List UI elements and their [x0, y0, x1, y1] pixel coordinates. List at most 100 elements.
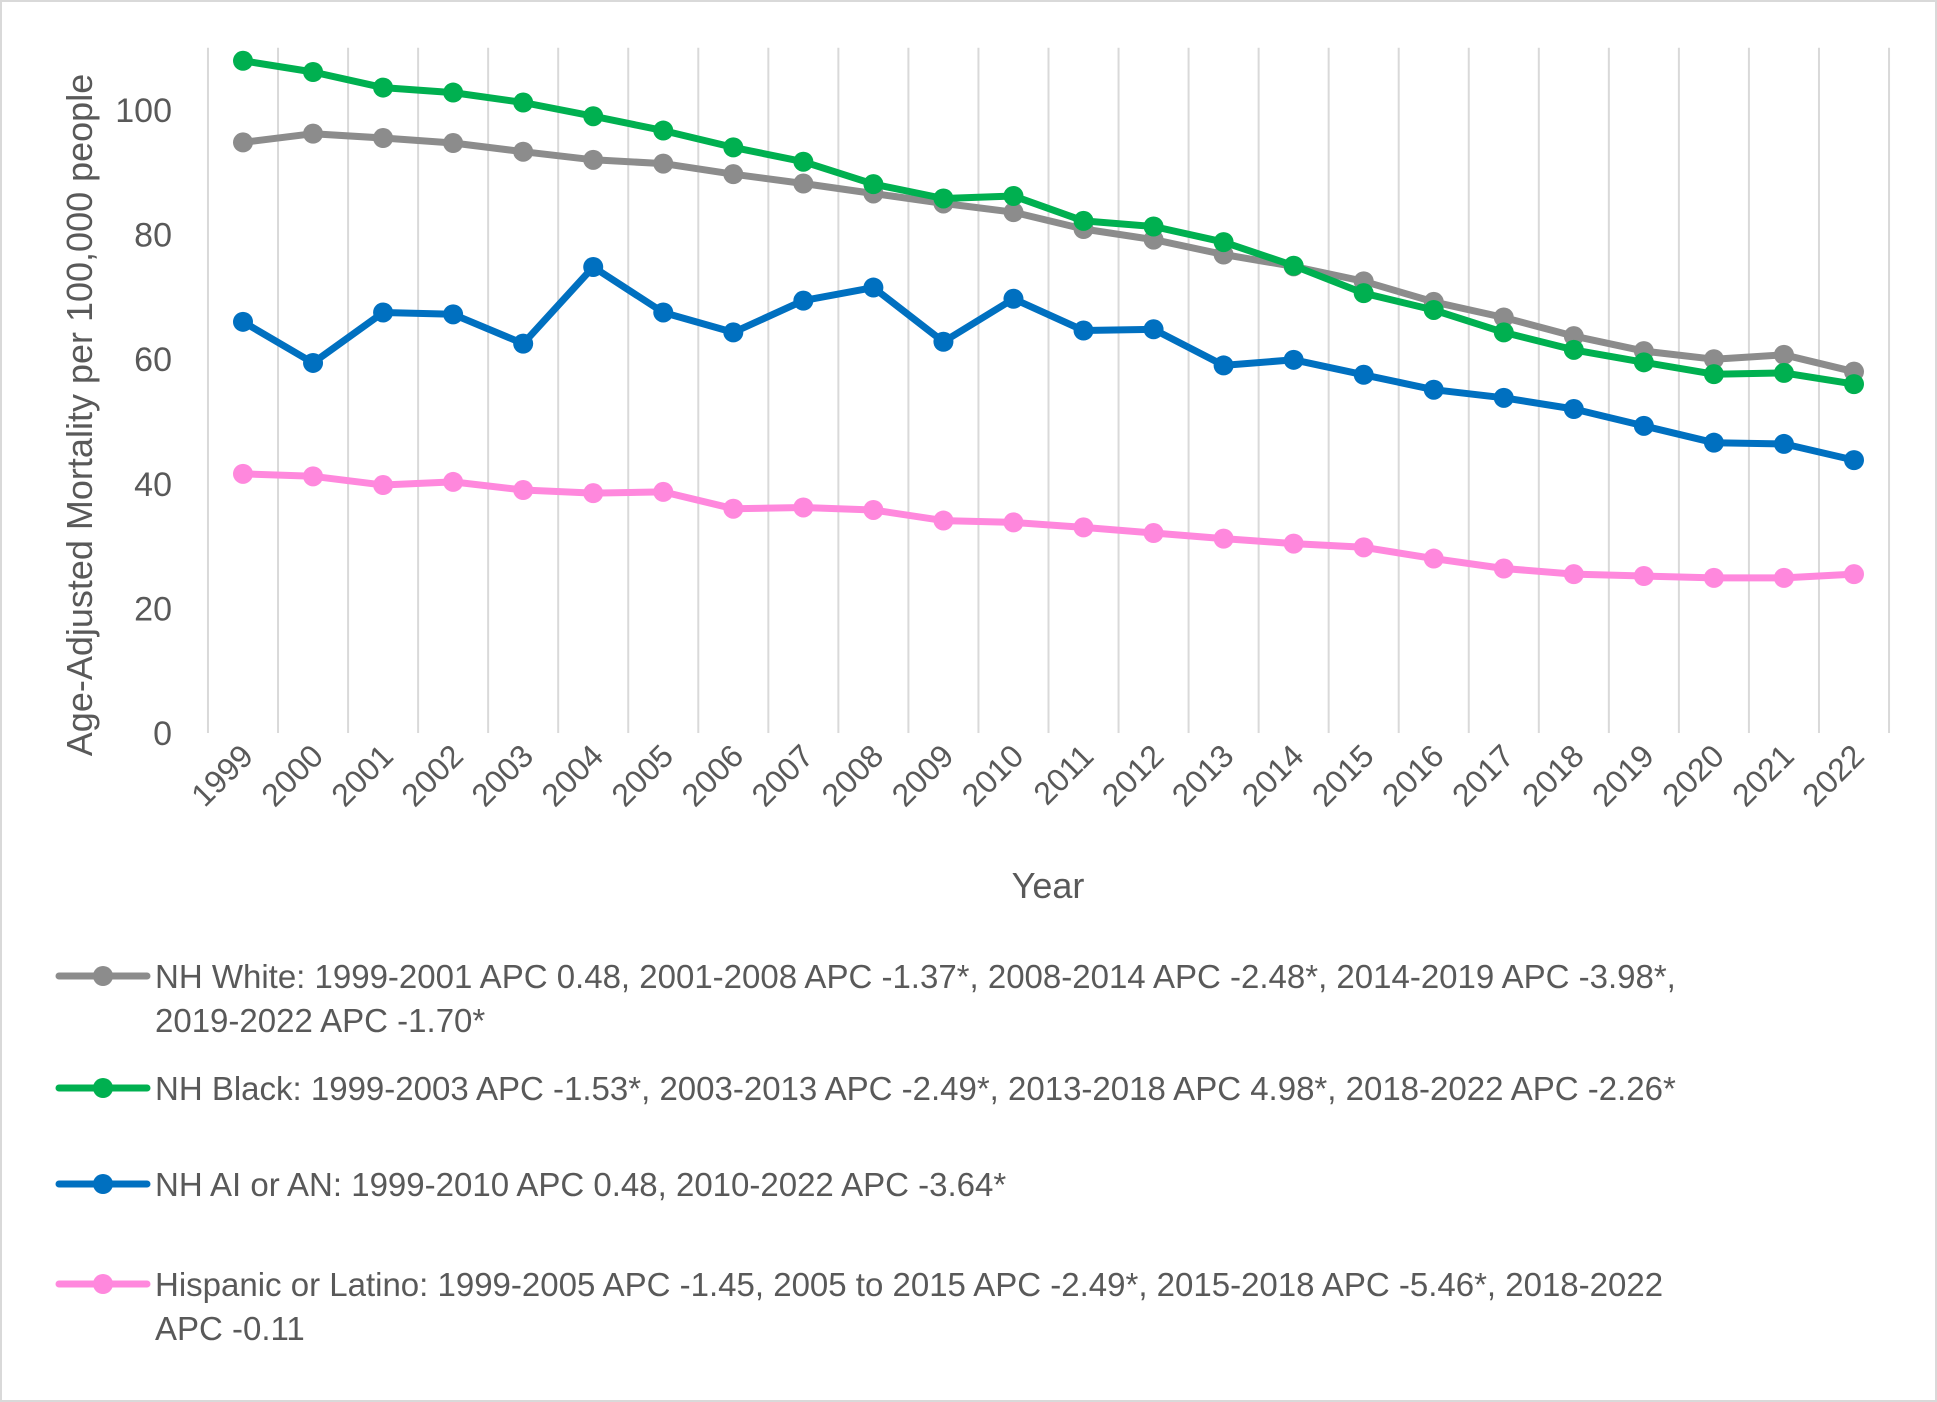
data-point — [513, 92, 534, 113]
x-tick-label: 2016 — [1375, 737, 1451, 813]
x-tick-label: 2020 — [1655, 737, 1731, 813]
data-point — [1073, 320, 1094, 341]
data-point — [513, 141, 534, 162]
data-point — [1773, 362, 1794, 383]
legend-marker-dot — [93, 1078, 113, 1098]
data-point — [373, 302, 394, 323]
legend-label-line: APC -0.11 — [155, 1310, 305, 1347]
x-tick-label: 2004 — [534, 737, 610, 813]
data-point — [1563, 564, 1584, 585]
data-point — [1844, 564, 1864, 585]
x-tick-label: 2013 — [1165, 737, 1241, 813]
data-point — [723, 164, 744, 185]
data-point — [443, 471, 464, 492]
data-point — [1773, 567, 1794, 588]
series-line — [239, 263, 1858, 464]
data-point — [1633, 415, 1654, 436]
data-point — [793, 173, 814, 194]
x-tick-label: 2021 — [1725, 737, 1801, 813]
series-3 — [233, 463, 1864, 588]
data-point — [1353, 283, 1374, 304]
data-point — [303, 61, 324, 82]
x-tick-label: 2019 — [1585, 737, 1661, 813]
x-tick-label: 2018 — [1515, 737, 1591, 813]
legend-label-line: 2019-2022 APC -1.70* — [155, 1002, 486, 1039]
data-point — [723, 322, 744, 343]
y-axis-title: Age-Adjusted Mortality per 100,000 peopl… — [59, 74, 100, 756]
data-point — [863, 277, 884, 298]
data-point — [1563, 326, 1584, 347]
data-point — [303, 466, 324, 487]
data-point — [1213, 232, 1234, 253]
x-tick-label: 2017 — [1445, 737, 1521, 813]
data-point — [1773, 433, 1794, 454]
x-tick-label: 2000 — [254, 737, 330, 813]
legend-label: NH White: 1999-2001 APC 0.48, 2001-2008 … — [155, 955, 1915, 1043]
x-tick-label: 2003 — [464, 737, 540, 813]
data-point — [373, 475, 394, 496]
data-point — [1213, 355, 1234, 376]
data-point — [443, 133, 464, 154]
data-point — [793, 151, 814, 172]
data-point — [373, 77, 394, 98]
data-point — [1493, 322, 1514, 343]
x-axis-ticks: 1999200020012002200320042005200620072008… — [184, 737, 1871, 813]
data-point — [303, 123, 324, 144]
series-line — [239, 130, 1858, 376]
data-point — [443, 82, 464, 103]
vertical-gridlines — [206, 47, 1891, 733]
data-point — [1143, 523, 1164, 544]
data-point — [1423, 299, 1444, 320]
data-point — [933, 510, 954, 531]
data-point — [1703, 349, 1724, 370]
x-tick-label: 2002 — [394, 737, 470, 813]
data-point — [1283, 255, 1304, 276]
data-point — [1353, 364, 1374, 385]
data-point — [1003, 185, 1024, 206]
legend-label: NH AI or AN: 1999-2010 APC 0.48, 2010-20… — [155, 1163, 1915, 1207]
data-point — [723, 498, 744, 519]
legend-marker-dot — [93, 1274, 113, 1294]
data-point — [1493, 307, 1514, 328]
series-2 — [233, 256, 1864, 471]
y-tick-label: 80 — [134, 217, 172, 255]
data-point — [1493, 387, 1514, 408]
legend-label-line: Hispanic or Latino: 1999-2005 APC -1.45,… — [155, 1266, 1664, 1303]
data-point — [653, 120, 674, 141]
legend-marker-dot — [93, 966, 113, 986]
legend-label: NH Black: 1999-2003 APC -1.53*, 2003-201… — [155, 1067, 1915, 1111]
data-point — [1773, 344, 1794, 365]
x-tick-label: 2005 — [604, 737, 680, 813]
data-point — [933, 331, 954, 352]
legend-label: Hispanic or Latino: 1999-2005 APC -1.45,… — [155, 1263, 1915, 1351]
series-line — [239, 57, 1858, 388]
series-1 — [233, 50, 1864, 395]
data-point — [863, 174, 884, 195]
y-tick-label: 60 — [134, 341, 172, 379]
y-tick-label: 40 — [134, 466, 172, 504]
legend-marker — [55, 1174, 151, 1194]
legend-marker — [55, 1274, 151, 1294]
x-tick-label: 2009 — [885, 737, 961, 813]
data-point — [1283, 349, 1304, 370]
data-point — [1353, 537, 1374, 558]
data-point — [1493, 558, 1514, 579]
data-point — [863, 499, 884, 520]
data-point — [583, 106, 604, 127]
x-tick-label: 2008 — [815, 737, 891, 813]
data-point — [1283, 533, 1304, 554]
data-point — [1633, 566, 1654, 587]
y-tick-label: 100 — [115, 92, 172, 130]
data-point — [303, 352, 324, 373]
data-point — [233, 311, 253, 332]
data-point — [1003, 512, 1024, 533]
x-tick-label: 2015 — [1305, 737, 1381, 813]
legend-label-line: NH Black: 1999-2003 APC -1.53*, 2003-201… — [155, 1070, 1676, 1107]
legend-marker — [55, 1078, 151, 1098]
data-point — [1423, 548, 1444, 569]
data-point — [653, 481, 674, 502]
data-point — [933, 188, 954, 209]
series-lines — [233, 50, 1864, 588]
